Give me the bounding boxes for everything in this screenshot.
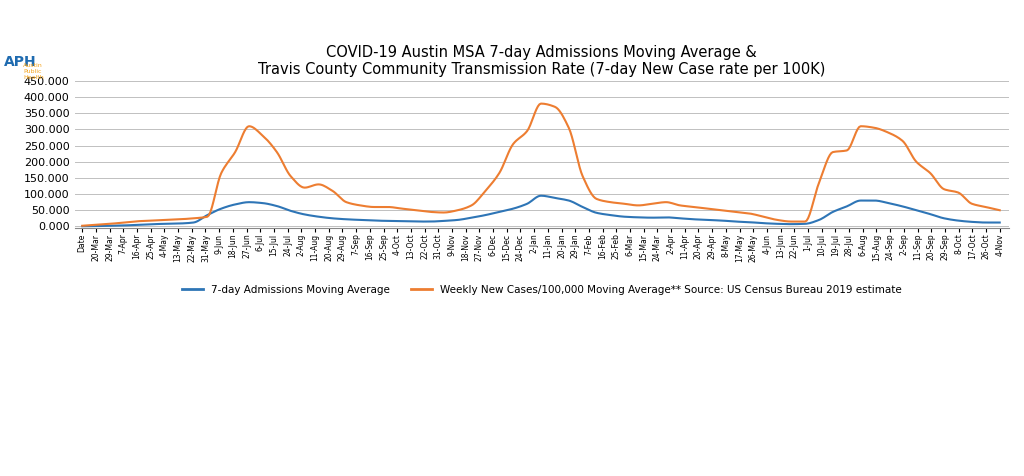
Title: COVID-19 Austin MSA 7-day Admissions Moving Average &
Travis County Community Tr: COVID-19 Austin MSA 7-day Admissions Mov… — [258, 45, 825, 77]
Text: APH: APH — [4, 55, 37, 69]
Legend: 7-day Admissions Moving Average, Weekly New Cases/100,000 Moving Average** Sourc: 7-day Admissions Moving Average, Weekly … — [178, 281, 906, 299]
Text: Austin
Public
Health: Austin Public Health — [24, 63, 44, 80]
